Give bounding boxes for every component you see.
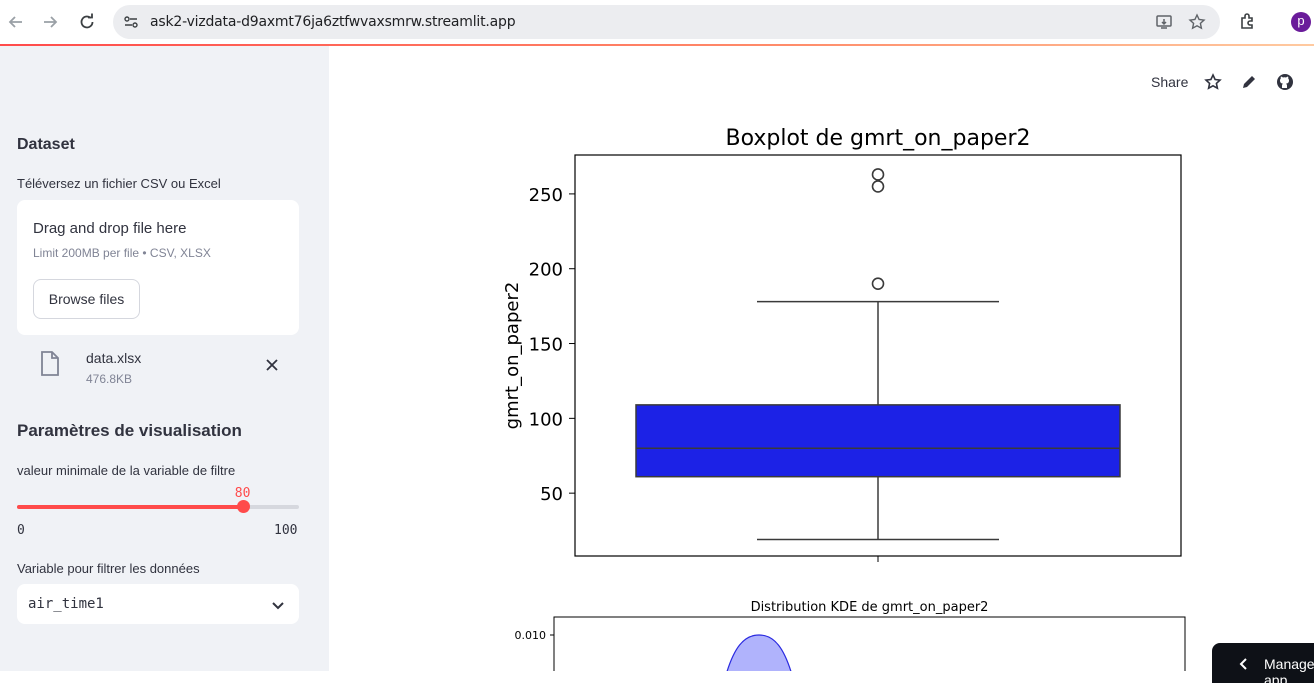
boxplot-title: Boxplot de gmrt_on_paper2 — [725, 126, 1030, 151]
upload-label: Téléversez un fichier CSV ou Excel — [17, 176, 221, 191]
slider-max: 100 — [274, 523, 298, 538]
slider-value: 80 — [234, 486, 251, 501]
address-bar[interactable]: ask2-vizdata-d9axmt76ja6ztfwvaxsmrw.stre… — [113, 5, 1220, 39]
manage-app-button[interactable]: Manage app — [1212, 643, 1314, 688]
kde-chart: Distribution KDE de gmrt_on_paper2 0.010 — [515, 600, 1186, 671]
outlier-point — [871, 180, 885, 193]
back-icon[interactable] — [4, 10, 28, 34]
iqr-box — [635, 404, 1121, 478]
boxplot-ylabel: gmrt_on_paper2 — [502, 282, 523, 430]
filter-variable-select[interactable]: air_time1 — [17, 584, 299, 624]
install-app-icon[interactable] — [1155, 13, 1173, 36]
slider-min: 0 — [17, 523, 25, 538]
slider-label: valeur minimale de la variable de filtre — [17, 463, 236, 478]
y-tick-label: 50 — [540, 484, 563, 505]
star-icon[interactable] — [1203, 72, 1223, 92]
remove-file-icon[interactable] — [265, 358, 279, 377]
boxplot-frame — [574, 154, 1182, 557]
dropzone-limit: Limit 200MB per file • CSV, XLSX — [33, 246, 211, 260]
chevron-down-icon — [271, 598, 285, 616]
kde-title: Distribution KDE de gmrt_on_paper2 — [751, 600, 989, 615]
slider-fill — [17, 505, 243, 509]
chevron-left-icon — [1239, 658, 1247, 670]
file-dropzone[interactable]: Drag and drop file here Limit 200MB per … — [17, 200, 299, 335]
file-name: data.xlsx — [86, 350, 142, 366]
extensions-icon[interactable] — [1236, 10, 1260, 34]
forward-icon[interactable] — [38, 10, 62, 34]
y-tick-label: 150 — [529, 335, 563, 356]
edit-icon[interactable] — [1239, 72, 1259, 92]
y-tick-label: 250 — [529, 185, 563, 206]
sidebar: Dataset Téléversez un fichier CSV ou Exc… — [0, 46, 329, 671]
slider-thumb[interactable] — [236, 500, 250, 513]
main-content: Share Boxplot de gmrt_on_paper2 gmrt_on_p… — [329, 46, 1314, 688]
share-button[interactable]: Share — [1151, 74, 1189, 90]
outlier-point — [871, 277, 885, 290]
loading-bar — [0, 44, 1314, 46]
profile-initial: p — [1297, 13, 1305, 28]
params-heading: Paramètres de visualisation — [17, 421, 242, 440]
file-size: 476.8KB — [86, 372, 133, 386]
url-text[interactable]: ask2-vizdata-d9axmt76ja6ztfwvaxsmrw.stre… — [150, 14, 516, 30]
kde-curve — [726, 634, 792, 671]
site-settings-icon[interactable] — [123, 14, 139, 35]
browse-files-button[interactable]: Browse files — [33, 279, 140, 319]
y-tick-label: 100 — [529, 409, 563, 430]
file-icon — [39, 351, 61, 382]
select-value: air_time1 — [28, 596, 104, 612]
profile-avatar[interactable]: p — [1289, 10, 1313, 34]
y-tick-label: 200 — [529, 260, 563, 281]
boxplot-chart: Boxplot de gmrt_on_paper2 gmrt_on_paper2 5… — [502, 126, 1182, 562]
dropzone-title: Drag and drop file here — [33, 220, 187, 237]
outlier-point — [871, 168, 885, 181]
browser-chrome: ask2-vizdata-d9axmt76ja6ztfwvaxsmrw.stre… — [0, 0, 1314, 44]
select-label: Variable pour filtrer les données — [17, 561, 200, 576]
filter-slider[interactable]: 80 — [17, 486, 299, 513]
chart-area: Boxplot de gmrt_on_paper2 gmrt_on_paper2 5… — [502, 126, 1186, 671]
kde-frame — [553, 616, 1186, 671]
manage-app-label: Manage app — [1264, 656, 1314, 688]
kde-y-tick-label: 0.010 — [515, 629, 547, 642]
bookmark-star-icon[interactable] — [1188, 13, 1206, 36]
github-icon[interactable] — [1275, 72, 1295, 92]
uploaded-file: data.xlsx 476.8KB — [17, 344, 299, 392]
reload-icon[interactable] — [75, 10, 99, 34]
dataset-heading: Dataset — [17, 136, 75, 153]
